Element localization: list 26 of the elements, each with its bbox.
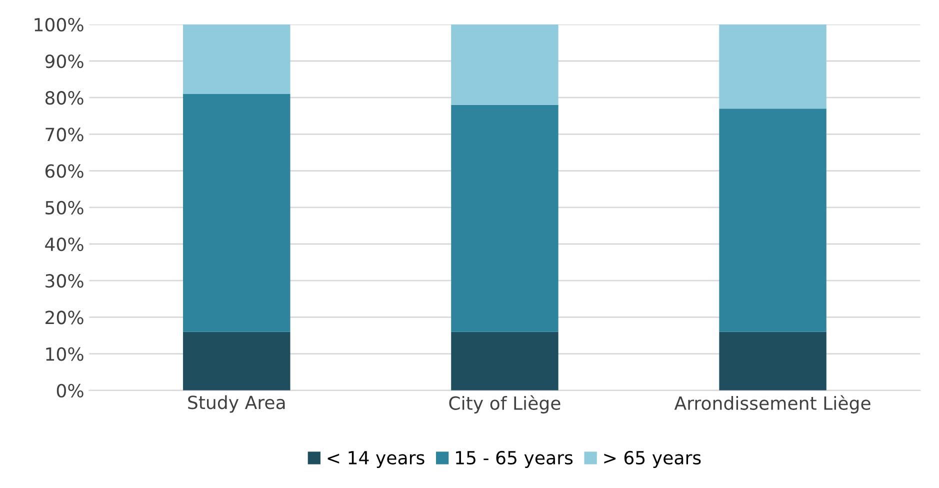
y-tick-label: 30% (46, 274, 84, 288)
y-tick-label: 80% (45, 91, 84, 105)
bar (451, 332, 558, 390)
y-tick-label: 40% (45, 237, 84, 252)
x-tick-label: Study Area (188, 395, 285, 413)
y-tick-label: 60% (45, 164, 84, 178)
y-tick-label: 20% (46, 310, 84, 324)
bar (451, 104, 558, 332)
y-tick-label: 70% (46, 128, 84, 142)
y-tick-label: 100% (34, 18, 84, 32)
bar (719, 24, 826, 109)
x-tick-label: Arrondissement Liège (674, 395, 870, 414)
y-tick-label: 90% (45, 54, 84, 68)
legend-label: 15 - 65 years (456, 450, 573, 468)
legend-label: < 14 years (328, 451, 424, 468)
bar (183, 332, 290, 390)
bar (719, 332, 826, 390)
bar (183, 24, 290, 94)
bar (451, 24, 558, 105)
y-tick-label: 0% (56, 384, 84, 398)
x-tick-label: City of Liège (449, 395, 560, 414)
y-tick-label: 10% (46, 347, 84, 361)
y-tick-label: 50% (46, 200, 84, 215)
bar (183, 94, 290, 332)
legend-label: > 65 years (604, 450, 701, 468)
bar (719, 108, 826, 332)
